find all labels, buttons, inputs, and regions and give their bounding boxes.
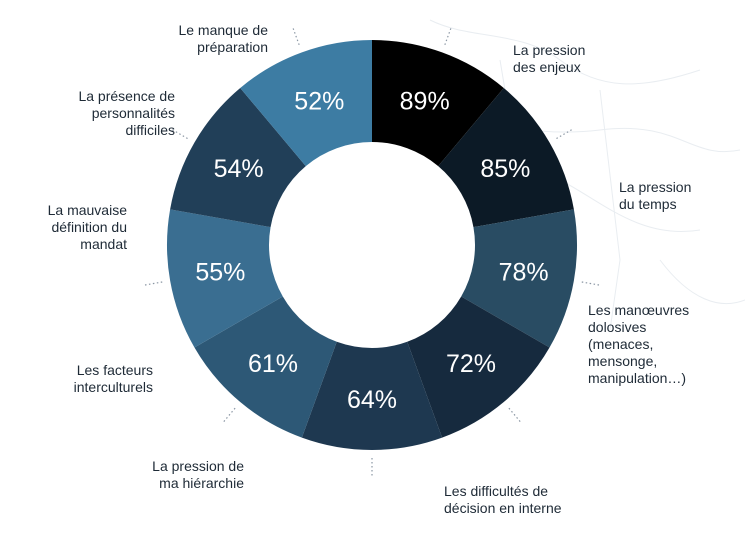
donut-slices [166,40,577,450]
donut-slice-7 [170,87,306,228]
percent-label-5: 61% [248,350,298,378]
leader-line-2 [581,281,600,286]
percent-label-2: 78% [499,259,549,287]
donut-slice-2 [461,209,577,348]
percent-label-0: 89% [400,87,450,115]
category-label-5: Les facteurs interculturels [73,362,153,395]
donut-slice-6 [166,209,283,348]
percent-label-1: 85% [480,155,530,183]
percent-labels: 89% 85% 78% 72% 64% 61% 55% 54% 52% [195,87,548,414]
percent-label-3: 72% [446,350,496,378]
percent-label-4: 64% [347,386,397,414]
leader-line-0 [444,27,452,46]
percent-label-6: 55% [195,259,245,287]
map-line-3 [599,89,621,331]
category-label-0: La pression des enjeux [513,42,586,75]
leader-line-8 [292,27,300,46]
donut-slice-1 [438,87,574,228]
leader-line-7 [171,128,188,140]
donut-slice-4 [301,341,443,450]
leader-lines [144,27,600,476]
donut-slice-0 [372,40,504,167]
donut-slice-3 [407,296,550,438]
map-line-5 [659,259,745,305]
category-label-2: Les manœuvres dolosives (menaces, menson… [588,302,690,386]
map-line-0 [429,19,701,85]
category-label-6: La mauvaise définition du mandat [47,202,127,252]
donut-slice-5 [194,296,337,438]
leader-line-6 [144,281,163,286]
category-label-3: Les difficultés de décision en interne [444,483,562,516]
percent-label-8: 52% [294,87,344,115]
donut-slice-8 [240,40,372,167]
leader-line-3 [508,407,521,423]
category-label-4: La pression de ma hiérarchie [152,458,244,491]
category-label-8: Le manque de préparation [178,22,268,55]
category-label-1: La pression du temps [619,179,692,212]
map-line-2 [559,179,701,232]
percent-label-7: 54% [214,155,264,183]
leader-line-5 [223,407,236,423]
leader-line-1 [556,128,573,140]
category-label-7: La présence de personnalités difficiles [78,88,175,138]
